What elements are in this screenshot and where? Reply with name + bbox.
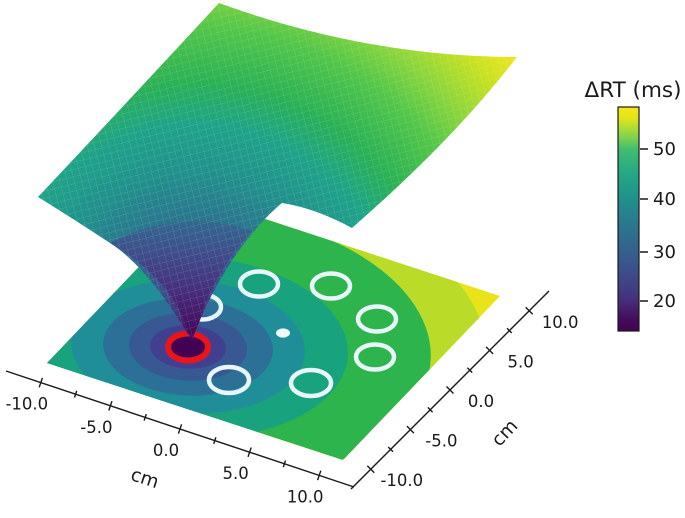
stimulus-ring-circles xyxy=(180,269,399,399)
surface-sheet-group xyxy=(38,3,517,341)
y-tick-label: 5.0 xyxy=(507,352,533,371)
colorbar-tick-label: 50 xyxy=(653,139,676,160)
colorbar-title: ΔRT (ms) xyxy=(585,78,682,103)
stimulus-circle xyxy=(237,269,281,299)
x-axis-ticks xyxy=(38,377,322,481)
stimulus-circle xyxy=(288,367,334,399)
colorbar-tick-label: 20 xyxy=(653,291,676,312)
x-axis xyxy=(5,370,355,488)
x-tick-label: 10.0 xyxy=(287,487,324,506)
x-axis-title: cm xyxy=(128,464,161,493)
stimulus-circle xyxy=(206,364,252,396)
fixation-dot xyxy=(276,328,290,338)
x-axis-labels: -10.0 -5.0 0.0 5.0 10.0 cm xyxy=(5,395,323,507)
y-tick-label: -10.0 xyxy=(380,471,423,490)
target-ring xyxy=(165,330,211,364)
x-tick-label: -5.0 xyxy=(80,418,112,437)
colorbar-tick-label: 30 xyxy=(653,242,676,263)
y-tick-label: -5.0 xyxy=(425,432,457,451)
y-tick-label: 0.0 xyxy=(468,392,494,411)
colorbar: ΔRT (ms) 50 40 30 20 xyxy=(585,78,682,332)
y-axis-ticks xyxy=(366,306,534,474)
y-axis-title: cm xyxy=(488,416,523,451)
stimulus-circle xyxy=(353,342,397,372)
colorbar-tick-label: 40 xyxy=(653,189,676,210)
colorbar-gradient xyxy=(617,106,640,332)
surface-funnel-mesh xyxy=(110,221,252,341)
stimulus-circle xyxy=(309,271,353,301)
x-tick-label: -10.0 xyxy=(5,395,48,414)
y-axis xyxy=(350,290,550,490)
colorbar-ticks xyxy=(640,148,648,302)
x-tick-label: 0.0 xyxy=(153,441,179,460)
y-tick-label: 10.0 xyxy=(542,313,579,332)
stimulus-circle xyxy=(355,304,399,334)
x-tick-label: 5.0 xyxy=(222,464,248,483)
